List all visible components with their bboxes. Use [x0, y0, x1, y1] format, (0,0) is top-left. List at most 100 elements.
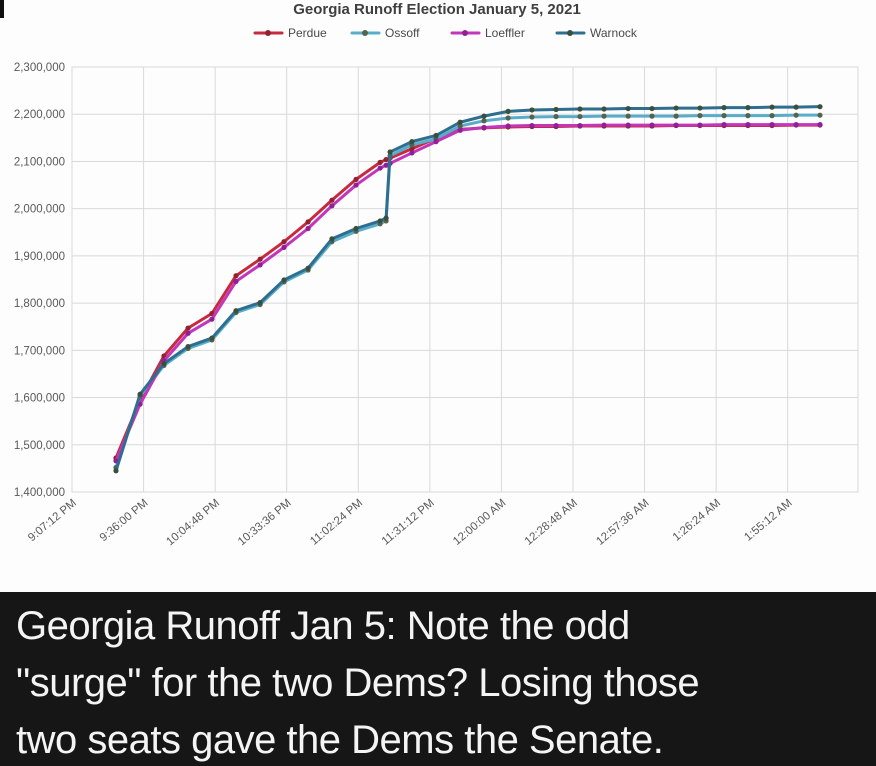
series-marker-warnock	[353, 225, 359, 232]
series-marker-ossoff	[721, 113, 727, 119]
series-marker-ossoff	[745, 113, 751, 119]
series-marker-warnock	[745, 105, 751, 111]
series-marker-warnock	[305, 265, 311, 271]
legend-label-warnock: Warnock	[590, 26, 638, 40]
series-marker-loeffler	[673, 122, 679, 128]
series-marker-warnock	[377, 218, 383, 224]
x-axis-label: 1:26:24 AM	[671, 497, 723, 544]
x-axis-label: 10:33:36 PM	[236, 497, 294, 548]
series-marker-warnock	[113, 468, 119, 474]
series-line-loeffler	[114, 123, 822, 463]
series-marker-ossoff	[673, 113, 679, 119]
x-axis-label: 11:02:24 PM	[308, 497, 365, 548]
series-marker-warnock	[817, 104, 823, 110]
series-marker-warnock	[601, 106, 607, 112]
series-marker-warnock	[185, 343, 191, 350]
series-marker-warnock	[161, 360, 167, 367]
series-marker-perdue	[409, 146, 415, 152]
chart-title: Georgia Runoff Election January 5, 2021	[293, 1, 581, 18]
election-chart: 1,400,000 1,500,000 1,600,000 1,700,000 1,80…	[14, 1, 859, 548]
series-marker-warnock	[649, 105, 655, 112]
series-marker-warnock	[383, 215, 389, 221]
series-marker-loeffler	[769, 122, 775, 128]
series-marker-loeffler	[721, 122, 727, 128]
series-marker-perdue	[383, 156, 389, 163]
series-line-ossoff	[114, 113, 822, 469]
series-marker-loeffler	[353, 182, 359, 188]
series-marker-ossoff	[457, 123, 463, 129]
series-marker-ossoff	[769, 113, 775, 119]
series-marker-perdue	[377, 159, 383, 165]
caption-line-2: "surge" for the two Dems? Losing those	[16, 661, 700, 705]
series-marker-warnock	[233, 308, 239, 314]
series-marker-perdue	[353, 176, 359, 182]
series-marker-warnock	[577, 106, 583, 112]
x-axis-label: 12:00:00 AM	[451, 497, 508, 548]
photo-edge-artifact	[0, 0, 4, 18]
y-axis-label: 1,900,000	[14, 251, 65, 263]
series-marker-ossoff	[601, 113, 607, 119]
series-marker-loeffler	[649, 122, 655, 128]
series-marker-loeffler	[383, 162, 389, 168]
series-marker-loeffler	[281, 244, 287, 250]
x-axis-label: 9:07:12 PM	[26, 497, 79, 544]
series-marker-loeffler	[793, 122, 799, 128]
series-marker-perdue	[281, 239, 287, 245]
y-axis-label: 1,600,000	[14, 393, 65, 405]
series-marker-loeffler	[185, 330, 191, 336]
series-marker-loeffler	[305, 225, 311, 232]
series-marker-loeffler	[329, 203, 335, 209]
x-axis-label: 12:57:36 AM	[594, 497, 651, 548]
series-marker-loeffler	[377, 165, 383, 171]
series-marker-loeffler	[505, 123, 511, 129]
series-marker-loeffler	[457, 127, 463, 133]
series-marker-warnock	[697, 105, 703, 111]
chart-photo: 1,400,000 1,500,000 1,600,000 1,700,000 1,80…	[0, 0, 859, 549]
series-line-warnock	[114, 105, 822, 473]
x-axis-label: 9:36:00 PM	[98, 497, 151, 544]
caption-line-1: Georgia Runoff Jan 5: Note the odd	[16, 604, 630, 648]
series-marker-warnock	[553, 106, 559, 113]
legend-marker-loeffler	[462, 30, 468, 36]
series-marker-warnock	[529, 107, 535, 113]
series-marker-perdue	[257, 256, 263, 262]
series-marker-loeffler	[209, 316, 215, 322]
series-marker-warnock	[673, 105, 679, 111]
series-marker-perdue	[185, 325, 191, 331]
series-marker-loeffler	[433, 139, 439, 145]
series-marker-ossoff	[793, 112, 799, 118]
y-axis-label: 2,300,000	[14, 62, 65, 74]
series-marker-loeffler	[409, 150, 415, 156]
series-marker-loeffler	[625, 122, 631, 128]
series-marker-loeffler	[529, 122, 535, 129]
x-axis-label: 12:28:48 AM	[523, 497, 580, 548]
series-marker-loeffler	[553, 122, 559, 129]
y-axis-label: 1,500,000	[14, 440, 65, 452]
y-axis-label: 1,400,000	[14, 487, 65, 499]
series-marker-warnock	[281, 277, 287, 283]
y-axis-label: 1,700,000	[14, 345, 65, 357]
series-marker-ossoff	[577, 113, 583, 120]
legend-marker-warnock	[567, 30, 573, 36]
series-marker-perdue	[329, 197, 335, 203]
series-line-perdue	[114, 123, 822, 460]
series-marker-warnock	[387, 149, 393, 155]
series-marker-warnock	[721, 105, 727, 111]
series-marker-ossoff	[625, 113, 631, 119]
x-axis-label: 1:55:12 AM	[742, 497, 794, 544]
series-marker-warnock	[793, 104, 799, 110]
series-marker-warnock	[505, 108, 511, 114]
series-marker-loeffler	[233, 278, 239, 284]
series-marker-warnock	[409, 139, 415, 145]
legend-label-loeffler: Loeffler	[485, 26, 525, 40]
series-marker-loeffler	[481, 124, 487, 131]
series-marker-perdue	[233, 273, 239, 279]
series-marker-loeffler	[817, 122, 823, 128]
series-marker-loeffler	[697, 122, 703, 128]
series-marker-ossoff	[697, 113, 703, 119]
series-marker-warnock	[481, 113, 487, 119]
series-marker-perdue	[305, 219, 311, 225]
series-marker-warnock	[137, 391, 143, 397]
series-marker-loeffler	[601, 122, 607, 128]
